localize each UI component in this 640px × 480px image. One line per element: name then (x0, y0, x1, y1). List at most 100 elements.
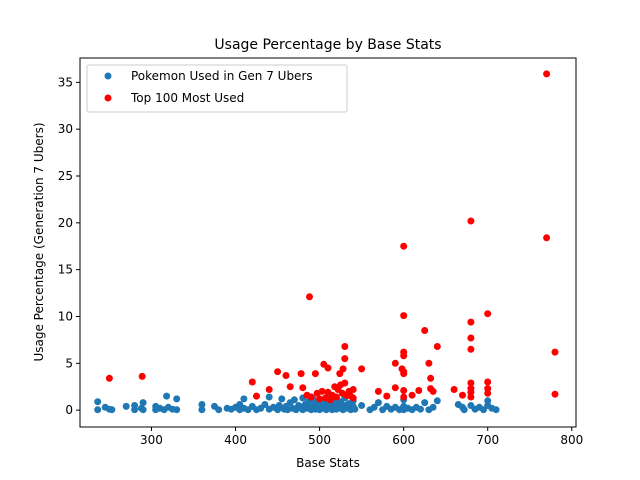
data-point-used (139, 406, 147, 414)
data-point-used (163, 392, 171, 400)
data-point-top100 (400, 312, 408, 320)
y-tick-label: 10 (58, 309, 73, 323)
data-point-used (433, 397, 441, 405)
y-tick-label: 0 (65, 403, 73, 417)
data-point-top100 (297, 370, 305, 378)
data-point-top100 (341, 343, 349, 350)
data-point-top100 (341, 355, 349, 363)
data-point-top100 (467, 318, 475, 326)
data-point-top100 (415, 387, 423, 394)
x-tick-label: 500 (308, 433, 331, 447)
data-point-used (374, 399, 382, 407)
legend-label-used: Pokemon Used in Gen 7 Ubers (131, 69, 313, 83)
x-tick-label: 300 (140, 433, 163, 447)
data-point-top100 (467, 345, 475, 353)
y-axis: 0 5 10 15 20 25 30 35 (58, 75, 80, 417)
data-point-top100 (349, 386, 357, 393)
data-point-top100 (467, 393, 475, 401)
x-axis: 300 400 500 600 700 800 (140, 427, 583, 447)
data-point-top100 (391, 384, 399, 392)
data-point-used (173, 406, 181, 414)
data-point-used (261, 401, 269, 408)
data-point-top100 (105, 374, 113, 382)
chart-title: Usage Percentage by Base Stats (214, 37, 441, 53)
data-point-used (421, 399, 429, 407)
data-point-used (94, 398, 102, 406)
data-point-top100 (425, 359, 433, 367)
data-point-top100 (484, 389, 492, 397)
data-point-top100 (400, 352, 408, 360)
y-axis-label: Usage Percentage (Generation 7 Ubers) (32, 122, 46, 361)
legend-label-top100: Top 100 Most Used (130, 91, 244, 105)
data-point-top100 (400, 393, 408, 401)
data-point-top100 (324, 364, 332, 372)
data-point-used (370, 403, 378, 411)
data-point-top100 (383, 392, 391, 400)
data-point-used (173, 395, 181, 403)
data-point-top100 (253, 392, 260, 400)
x-axis-label: Base Stats (296, 456, 360, 470)
data-point-top100 (543, 70, 551, 78)
data-point-top100 (433, 343, 441, 350)
data-point-top100 (429, 387, 437, 395)
data-point-top100 (400, 387, 408, 394)
data-point-top100 (306, 293, 313, 301)
x-tick-label: 600 (392, 433, 415, 447)
data-point-used (429, 403, 437, 411)
data-point-used (215, 406, 223, 414)
data-point-top100 (551, 348, 559, 356)
data-point-used (358, 402, 366, 409)
data-point-used (198, 406, 206, 414)
data-point-used (265, 393, 273, 401)
data-point-used (139, 399, 147, 407)
data-point-used (122, 402, 130, 410)
data-point-top100 (316, 395, 324, 403)
x-tick-label: 700 (476, 433, 499, 447)
data-point-top100 (138, 372, 146, 380)
x-tick-label: 800 (560, 433, 583, 447)
data-point-top100 (282, 372, 290, 379)
data-point-top100 (467, 334, 475, 342)
legend: Pokemon Used in Gen 7 Ubers Top 100 Most… (86, 64, 348, 113)
data-point-top100 (427, 374, 435, 382)
data-point-used (417, 405, 424, 413)
data-point-top100 (450, 386, 458, 393)
data-point-top100 (349, 394, 357, 402)
data-point-top100 (358, 365, 366, 373)
plot-frame (79, 57, 577, 428)
data-point-used (278, 395, 286, 403)
y-tick-label: 35 (58, 75, 73, 89)
data-point-top100 (467, 217, 475, 225)
data-point-used (484, 397, 492, 405)
data-point-used (275, 402, 283, 409)
x-tick-label: 400 (224, 433, 247, 447)
data-point-top100 (286, 383, 294, 391)
data-point-top100 (299, 384, 307, 392)
data-points (94, 70, 559, 414)
data-point-top100 (274, 368, 282, 376)
data-point-used (94, 406, 102, 414)
data-point-top100 (307, 393, 315, 401)
data-point-used (460, 406, 468, 414)
legend-box (86, 64, 348, 113)
y-tick-label: 5 (65, 356, 73, 370)
data-point-top100 (400, 242, 408, 250)
data-point-top100 (374, 387, 382, 395)
data-point-top100 (400, 370, 408, 378)
data-point-top100 (318, 387, 326, 395)
data-point-top100 (484, 378, 492, 386)
data-point-top100 (467, 379, 475, 387)
data-point-used (131, 402, 139, 409)
data-point-used (492, 406, 500, 414)
data-point-top100 (551, 390, 559, 398)
data-point-top100 (248, 378, 256, 386)
y-tick-label: 30 (58, 122, 73, 136)
data-point-top100 (341, 379, 349, 387)
data-point-top100 (339, 365, 347, 373)
data-point-top100 (421, 327, 429, 334)
data-point-used (198, 401, 206, 408)
data-point-top100 (265, 386, 273, 393)
legend-marker-top100 (104, 94, 112, 102)
y-tick-label: 25 (58, 169, 73, 183)
